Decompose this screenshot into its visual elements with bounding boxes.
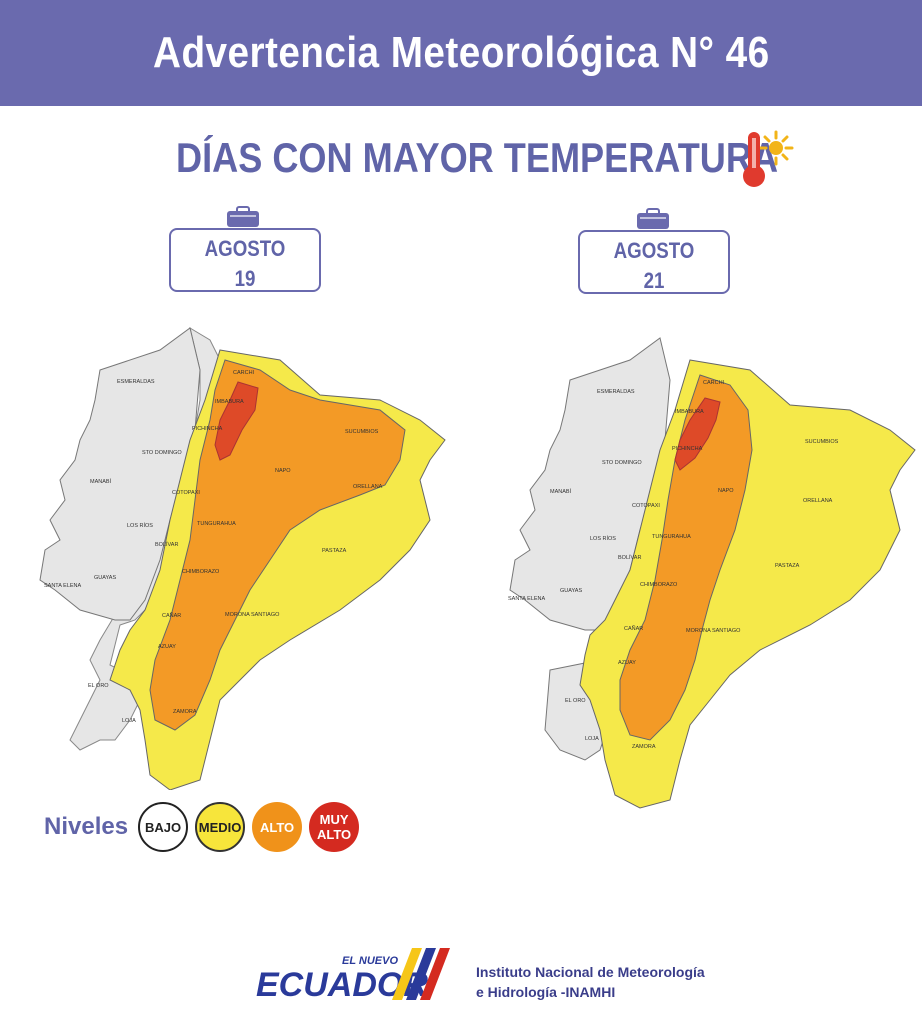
map-label-loja: LOJA — [585, 736, 599, 742]
map-label-zamora: ZAMORA — [173, 709, 197, 715]
map-label-pichincha: PICHINCHA — [672, 446, 703, 452]
map-west-landmass — [39, 327, 201, 621]
map-label-azuay: AZUAY — [618, 660, 636, 666]
map-label-el-oro: EL ORO — [565, 698, 586, 704]
date-box-1: AGOSTO 19 — [169, 228, 321, 292]
map-label-bolivar: BOLÍVAR — [155, 541, 178, 548]
map-label-zamora: ZAMORA — [632, 744, 656, 750]
legend-level-alto: ALTO — [252, 802, 303, 852]
map-label-sucumbios: SUCUMBIOS — [805, 439, 839, 445]
ecuador-map-aug-19: CARCHI ESMERALDAS IMBABURA SUCUMBIOS PIC… — [39, 326, 446, 790]
map-label-pastaza: PASTAZA — [775, 563, 800, 569]
institution-name: Instituto Nacional de Meteorología e Hid… — [476, 962, 705, 1002]
el-nuevo-ecuador-logo: EL NUEVO ECUADOR — [256, 948, 450, 1004]
thermometer-sun-icon — [743, 130, 794, 187]
map-label-carchi: CARCHI — [703, 380, 725, 386]
ecuador-map-aug-21: CARCHI ESMERALDAS IMBABURA SUCUMBIOS PIC… — [508, 337, 916, 809]
map-label-imbabura: IMBABURA — [215, 399, 244, 405]
map-label-imbabura: IMBABURA — [675, 409, 704, 415]
map-orange-region — [619, 374, 753, 741]
map-label-cotopaxi: COTOPAXI — [172, 490, 200, 496]
legend-label: Niveles — [44, 813, 129, 840]
map-orange-region — [149, 359, 406, 731]
map-label-sto-domingo: STO DOMINGO — [142, 450, 182, 456]
map-label-napo: NAPO — [718, 488, 734, 494]
map-label-tungurahua: TUNGURAHUA — [197, 521, 236, 527]
map-label-carchi: CARCHI — [233, 370, 255, 376]
calendar-briefcase-icon — [227, 206, 259, 227]
institution-line-2: e Hidrología -INAMHI — [476, 984, 616, 1000]
page-subtitle: DÍAS CON MAYOR TEMPERATURA — [176, 134, 779, 181]
levels-legend: Niveles BAJO MEDIO ALTO MUY ALTO — [44, 802, 366, 852]
institution-line-1: Instituto Nacional de Meteorología — [476, 964, 705, 980]
svg-text:EL NUEVO: EL NUEVO — [342, 955, 398, 967]
map-label-azuay: AZUAY — [158, 644, 176, 650]
map-label-tungurahua: TUNGURAHUA — [652, 534, 691, 540]
map-label-pichincha: PICHINCHA — [192, 426, 223, 432]
header-bar: Advertencia Meteorológica N° 46 — [0, 0, 922, 106]
map-label-sucumbios: SUCUMBIOS — [345, 429, 379, 435]
map-label-canar: CAÑAR — [162, 612, 181, 619]
map-muy-alto-region — [674, 397, 721, 471]
page-title: Advertencia Meteorológica N° 46 — [152, 28, 770, 77]
map-label-morona-santiago: MORONA SANTIAGO — [225, 612, 280, 618]
map-label-los-rios: LOS RÍOS — [127, 522, 153, 529]
date-box-2: AGOSTO 21 — [578, 230, 730, 294]
date-month: AGOSTO — [204, 236, 286, 261]
map-label-los-rios: LOS RÍOS — [590, 535, 616, 542]
map-label-orellana: ORELLANA — [353, 484, 383, 490]
date-day: 21 — [643, 268, 665, 293]
map-label-sto-domingo: STO DOMINGO — [602, 460, 642, 466]
map-label-bolivar: BOLÍVAR — [618, 554, 641, 561]
map-label-manabi: MANABÍ — [550, 488, 572, 495]
map-label-cotopaxi: COTOPAXI — [632, 503, 660, 509]
map-label-orellana: ORELLANA — [803, 498, 833, 504]
map-label-napo: NAPO — [275, 468, 291, 474]
map-label-santa-elena: SANTA ELENA — [508, 596, 546, 602]
legend-level-muy-alto: MUY ALTO — [309, 802, 360, 852]
date-day: 19 — [234, 266, 256, 291]
map-muy-alto-region — [214, 381, 259, 461]
map-label-manabi: MANABÍ — [90, 478, 112, 485]
date-month: AGOSTO — [613, 238, 695, 263]
map-label-el-oro: EL ORO — [88, 683, 109, 689]
calendar-briefcase-icon — [637, 208, 669, 229]
legend-level-bajo: BAJO — [138, 802, 189, 852]
map-label-loja: LOJA — [122, 718, 136, 724]
map-label-esmeraldas: ESMERALDAS — [117, 379, 155, 385]
map-label-guayas: GUAYAS — [560, 588, 582, 594]
map-label-guayas: GUAYAS — [94, 575, 116, 581]
map-label-pastaza: PASTAZA — [322, 548, 347, 554]
map-west-landmass — [509, 337, 671, 631]
map-label-chimborazo: CHIMBORAZO — [640, 582, 678, 588]
map-label-canar: CAÑAR — [624, 625, 643, 632]
legend-level-medio: MEDIO — [195, 802, 246, 852]
map-label-esmeraldas: ESMERALDAS — [597, 389, 635, 395]
map-label-chimborazo: CHIMBORAZO — [182, 569, 220, 575]
map-label-morona-santiago: MORONA SANTIAGO — [686, 628, 741, 634]
map-label-santa-elena: SANTA ELENA — [44, 583, 82, 589]
